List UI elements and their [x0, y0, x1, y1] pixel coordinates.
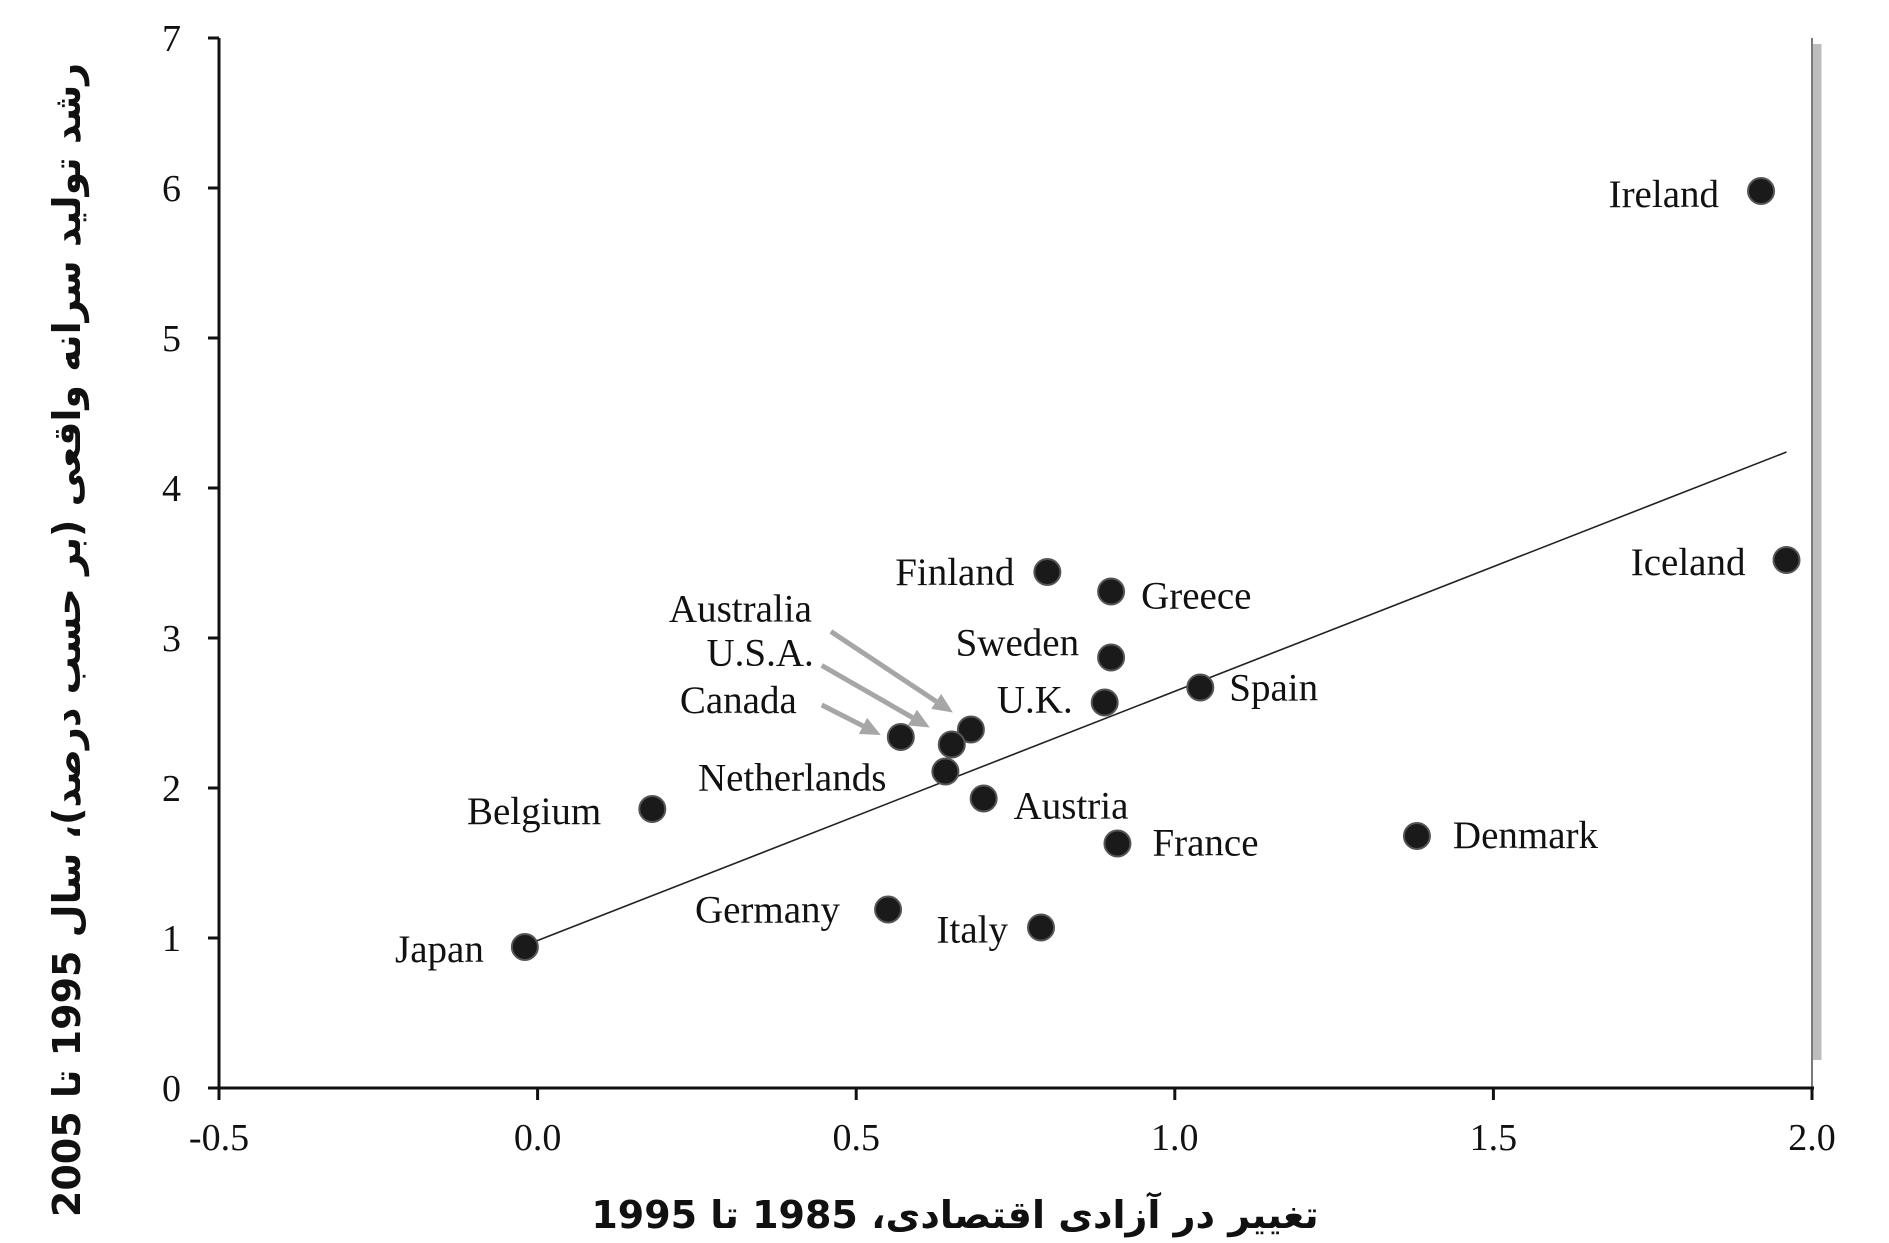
- data-point: [511, 934, 538, 960]
- data-point-outline: [638, 795, 667, 823]
- y-axis-title: رشد تولید سرانه واقعی (بر حسب درصد)، سال…: [45, 63, 90, 1217]
- data-point: [1403, 823, 1430, 849]
- point-label: Netherlands: [698, 757, 886, 800]
- point-label: Austria: [1014, 785, 1129, 828]
- data-point-outline: [874, 895, 903, 924]
- point-label: U.S.A.: [706, 632, 813, 675]
- x-tick-label: -0.5: [189, 1117, 249, 1159]
- x-tick-label: 2.0: [1788, 1117, 1836, 1159]
- point-label: Sweden: [956, 622, 1079, 665]
- data-point-outline: [1033, 558, 1062, 586]
- trend-line: [524, 451, 1787, 947]
- data-point: [875, 896, 902, 923]
- y-tick-label: 7: [162, 18, 181, 60]
- data-point-outline: [956, 715, 985, 744]
- y-tick-label: 3: [162, 618, 181, 660]
- data-point-outline: [1747, 177, 1776, 205]
- y-tick-label: 1: [162, 918, 181, 960]
- data-point: [932, 758, 959, 785]
- point-labels: Ireland Iceland Finland Greece Sweden Spain U.…: [395, 173, 1746, 971]
- data-point: [1187, 674, 1214, 701]
- data-point: [1104, 830, 1131, 857]
- point-label: France: [1152, 822, 1258, 865]
- data-point-outline: [1097, 643, 1126, 672]
- data-point: [1098, 578, 1125, 605]
- callout-arrow-head: [858, 717, 881, 735]
- y-tick-label: 6: [162, 168, 181, 210]
- callout-arrow-head: [907, 709, 930, 728]
- data-point-outline: [1186, 673, 1215, 702]
- x-tick-label: 0.0: [514, 1117, 562, 1159]
- callout-arrow-line: [820, 663, 914, 720]
- point-label: Finland: [895, 551, 1015, 594]
- data-point: [1748, 178, 1775, 204]
- data-point: [938, 731, 965, 758]
- data-point: [957, 716, 984, 743]
- x-tick-label: 0.5: [832, 1117, 880, 1159]
- point-label: U.K.: [997, 679, 1073, 722]
- y-tick-label: 0: [162, 1068, 181, 1110]
- y-tick-label: 4: [162, 468, 181, 510]
- point-label: Ireland: [1609, 173, 1720, 216]
- data-point-outline: [1097, 577, 1126, 606]
- data-point-outline: [510, 933, 539, 961]
- data-point: [970, 785, 997, 812]
- data-point-outline: [1772, 546, 1801, 574]
- point-label: Australia: [669, 588, 812, 631]
- data-point: [1027, 914, 1054, 941]
- data-point: [1098, 644, 1125, 671]
- x-tick-label: 1.0: [1151, 1117, 1199, 1159]
- callout-arrow-head: [931, 693, 953, 713]
- data-points: [510, 177, 1801, 961]
- x-tick-label: 1.5: [1470, 1117, 1518, 1159]
- y-tick-label: 2: [162, 768, 181, 810]
- point-label: Belgium: [467, 790, 601, 833]
- point-label: Italy: [937, 909, 1009, 952]
- data-point-outline: [937, 730, 966, 759]
- data-point-outline: [1103, 829, 1132, 858]
- point-label: Spain: [1229, 667, 1318, 710]
- point-label: Canada: [680, 679, 797, 722]
- callout-arrow-line: [820, 702, 865, 729]
- x-axis: -0.5 0.0 0.5 1.0 1.5 2.0: [189, 1086, 1836, 1159]
- point-label: Germany: [695, 889, 841, 932]
- point-label: Greece: [1141, 575, 1251, 618]
- data-point: [887, 724, 914, 750]
- callout-arrows: [820, 629, 953, 735]
- point-label: Denmark: [1453, 814, 1599, 857]
- data-point-outline: [1402, 822, 1431, 850]
- data-point: [1091, 689, 1118, 716]
- point-label: Japan: [395, 928, 484, 971]
- trend-line-group: [524, 451, 1787, 947]
- data-point-outline: [1026, 913, 1055, 942]
- data-point-outline: [969, 784, 998, 813]
- data-point: [1034, 559, 1061, 585]
- data-point-outline: [886, 723, 915, 751]
- data-point-outline: [1090, 688, 1119, 717]
- point-label: Iceland: [1631, 541, 1746, 584]
- y-tick-label: 5: [162, 318, 181, 360]
- x-axis-title: تغییر در آزادی اقتصادی، 1985 تا 1995: [591, 1191, 1318, 1237]
- y-axis: 0 1 2 3 4 5 6 7: [162, 18, 221, 1110]
- data-point: [639, 796, 666, 822]
- data-point: [1773, 547, 1800, 573]
- callout-arrow-line: [829, 629, 938, 704]
- data-point-outline: [931, 757, 960, 786]
